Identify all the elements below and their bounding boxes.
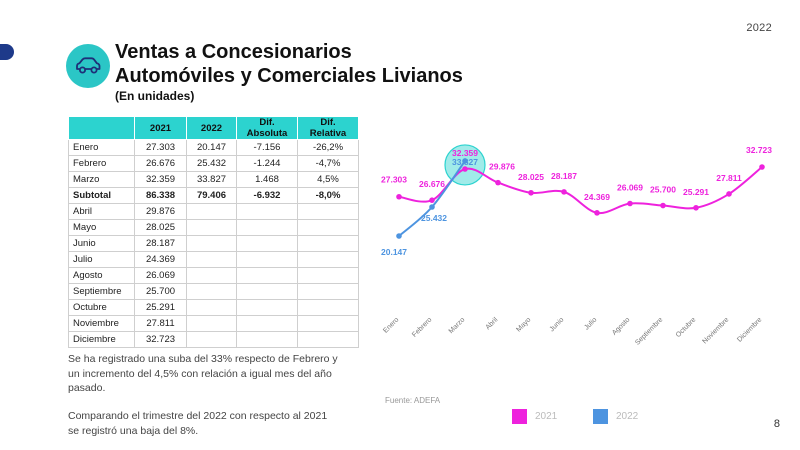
page-title: Ventas a Concesionarios Automóviles y Co… [115,40,463,88]
header-year: 2022 [746,22,772,34]
table-header-cell: Dif. Absoluta [236,116,298,140]
series-2021-data-label: 25.291 [683,187,709,197]
x-tick-label: Enero [382,316,400,334]
series-2021-data-label: 25.700 [650,185,676,195]
paragraph-1: Se ha registrado una suba del 33% respec… [68,353,338,394]
series-2022-data-label: 25.432 [421,213,447,223]
legend-item-2021: 2021 [512,409,557,424]
series-2022-data-label: 20.147 [381,247,407,257]
table-row: Mayo 28.025 [68,219,359,236]
table-row: Diciembre 32.723 [68,331,359,348]
logo-badge [66,44,110,88]
legend-swatch-2022 [593,409,608,424]
x-tick-label: Septiembre [634,316,664,346]
series-2021-point [594,210,600,216]
table-cell: -26,2% [297,139,359,156]
car-icon [76,57,101,74]
table-row: Agosto 26.069 [68,267,359,284]
sales-table: 2021 2022 Dif. Absoluta Dif. Relativa En… [68,116,359,348]
title-line-2: Automóviles y Comerciales Livianos [115,65,463,87]
table-header-cell [68,116,135,140]
series-2021-point [660,202,666,209]
x-tick-label: Julio [583,316,598,331]
table-header-row: 2021 2022 Dif. Absoluta Dif. Relativa [68,116,359,140]
table-header-cell: 2021 [134,116,187,140]
table-row: Enero 27.303 20.147 -7.156 -26,2% [68,139,359,156]
series-2021-data-label: 26.676 [419,179,445,189]
legend-label-2021: 2021 [535,411,558,422]
table-row: Subtotal 86.338 79.406 -6.932 -8,0% [68,187,359,204]
x-tick-label: Junio [549,316,566,333]
series-2021-point [627,200,633,207]
paragraph-2: Comparando el trimestre del 2022 con res… [68,410,328,437]
series-2022-point [462,158,468,164]
side-tab [0,44,14,60]
x-tick-label: Octubre [675,316,698,339]
series-2021-data-label: 24.369 [584,192,610,202]
legend-swatch-2021 [512,409,527,424]
x-tick-label: Abril [485,316,500,331]
table-row: Marzo 32.359 33.827 1.468 4,5% [68,171,359,188]
series-2021-data-label: 26.069 [617,183,643,193]
series-2021-data-label: 28.187 [551,171,577,181]
series-2021-point [462,166,468,172]
series-2022-point [429,204,435,210]
x-tick-label: Diciembre [736,316,763,343]
x-tick-label: Mayo [515,316,532,333]
series-2021-data-label: 32.723 [746,145,772,155]
series-2021-data-label: 32.359 [452,148,478,158]
series-2021-point [495,179,501,186]
series-2021-point [429,197,435,203]
series-2021-line [398,166,763,215]
table-cell: Diciembre [68,331,135,348]
x-tick-label: Marzo [448,316,467,335]
series-2021-point [726,191,732,197]
x-tick-label: Noviembre [702,316,731,345]
legend-label-2022: 2022 [616,411,639,422]
table-header-cell: 2022 [186,116,237,140]
table-row: Abril 29.876 [68,203,359,220]
page-subtitle: (En unidades) [115,89,195,103]
series-2021-point [396,193,402,200]
series-2021-data-label: 28.025 [518,172,544,182]
series-2021-point [561,189,567,195]
legend-item-2022: 2022 [593,409,638,424]
chart-source: Fuente: ADEFA [385,396,441,405]
series-2021-data-label: 27.303 [381,175,407,185]
table-header-cell: Dif. Relativa [297,116,359,140]
title-line-1: Ventas a Concesionarios [115,41,352,63]
series-2021-data-label: 29.876 [489,162,515,172]
series-2021-data-label: 27.811 [716,173,742,183]
page-number: 8 [773,418,780,430]
series-2022-data-label: 33.827 [452,157,478,167]
series-2021-point [759,164,765,170]
series-2021-point [693,204,699,211]
series-2021-point [528,189,534,196]
table-cell [297,331,359,348]
table-row: Septiembre 25.700 [68,283,359,300]
series-2022-point [396,233,402,239]
x-tick-label: Febrero [411,316,433,338]
x-tick-label: Agosto [611,316,631,336]
table-row: Junio 28.187 [68,235,359,252]
